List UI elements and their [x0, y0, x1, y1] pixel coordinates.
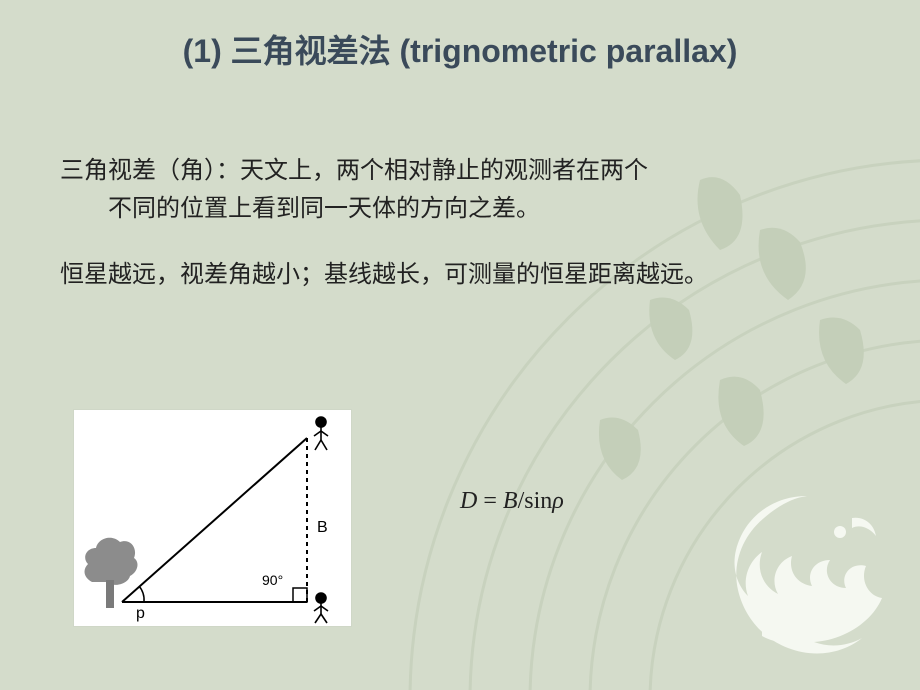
dragon-emblem-icon	[722, 488, 892, 658]
tree-trunk	[106, 580, 114, 608]
formula: D = B/sinρ	[460, 488, 564, 515]
slide-title: (1) 三角视差法 (trignometric parallax)	[0, 26, 920, 72]
label-b: B	[317, 519, 328, 536]
parallax-diagram-svg: p 90° B	[74, 410, 351, 626]
label-90: 90°	[262, 572, 283, 588]
paragraph-1: 三角视差（角）：天文上，两个相对静止的观测者在两个 不同的位置上看到同一天体的方…	[60, 152, 880, 229]
paragraph-2-text: 恒星越远，视差角越小；基线越长，可测量的恒星距离越远。	[60, 261, 708, 288]
paragraph-1-line-1: 三角视差（角）：天文上，两个相对静止的观测者在两个	[60, 152, 880, 190]
observer-bottom-icon	[314, 593, 328, 623]
tree-foliage	[85, 538, 138, 585]
right-angle-marker	[293, 588, 307, 602]
slide-title-text: (1) 三角视差法 (trignometric parallax)	[183, 33, 738, 69]
paragraph-1-line-2: 不同的位置上看到同一天体的方向之差。	[60, 190, 880, 228]
angle-p-arc	[139, 586, 144, 602]
formula-D: D	[460, 488, 477, 514]
formula-rho: ρ	[552, 488, 564, 514]
parallax-diagram: p 90° B	[74, 410, 351, 626]
formula-sin: sin	[524, 488, 552, 514]
tree-icon	[85, 538, 138, 608]
formula-B: B	[503, 488, 518, 514]
label-p: p	[136, 605, 145, 622]
observer-top-icon	[314, 417, 328, 450]
paragraph-2: 恒星越远，视差角越小；基线越长，可测量的恒星距离越远。	[60, 256, 880, 294]
formula-eq: =	[477, 488, 503, 514]
